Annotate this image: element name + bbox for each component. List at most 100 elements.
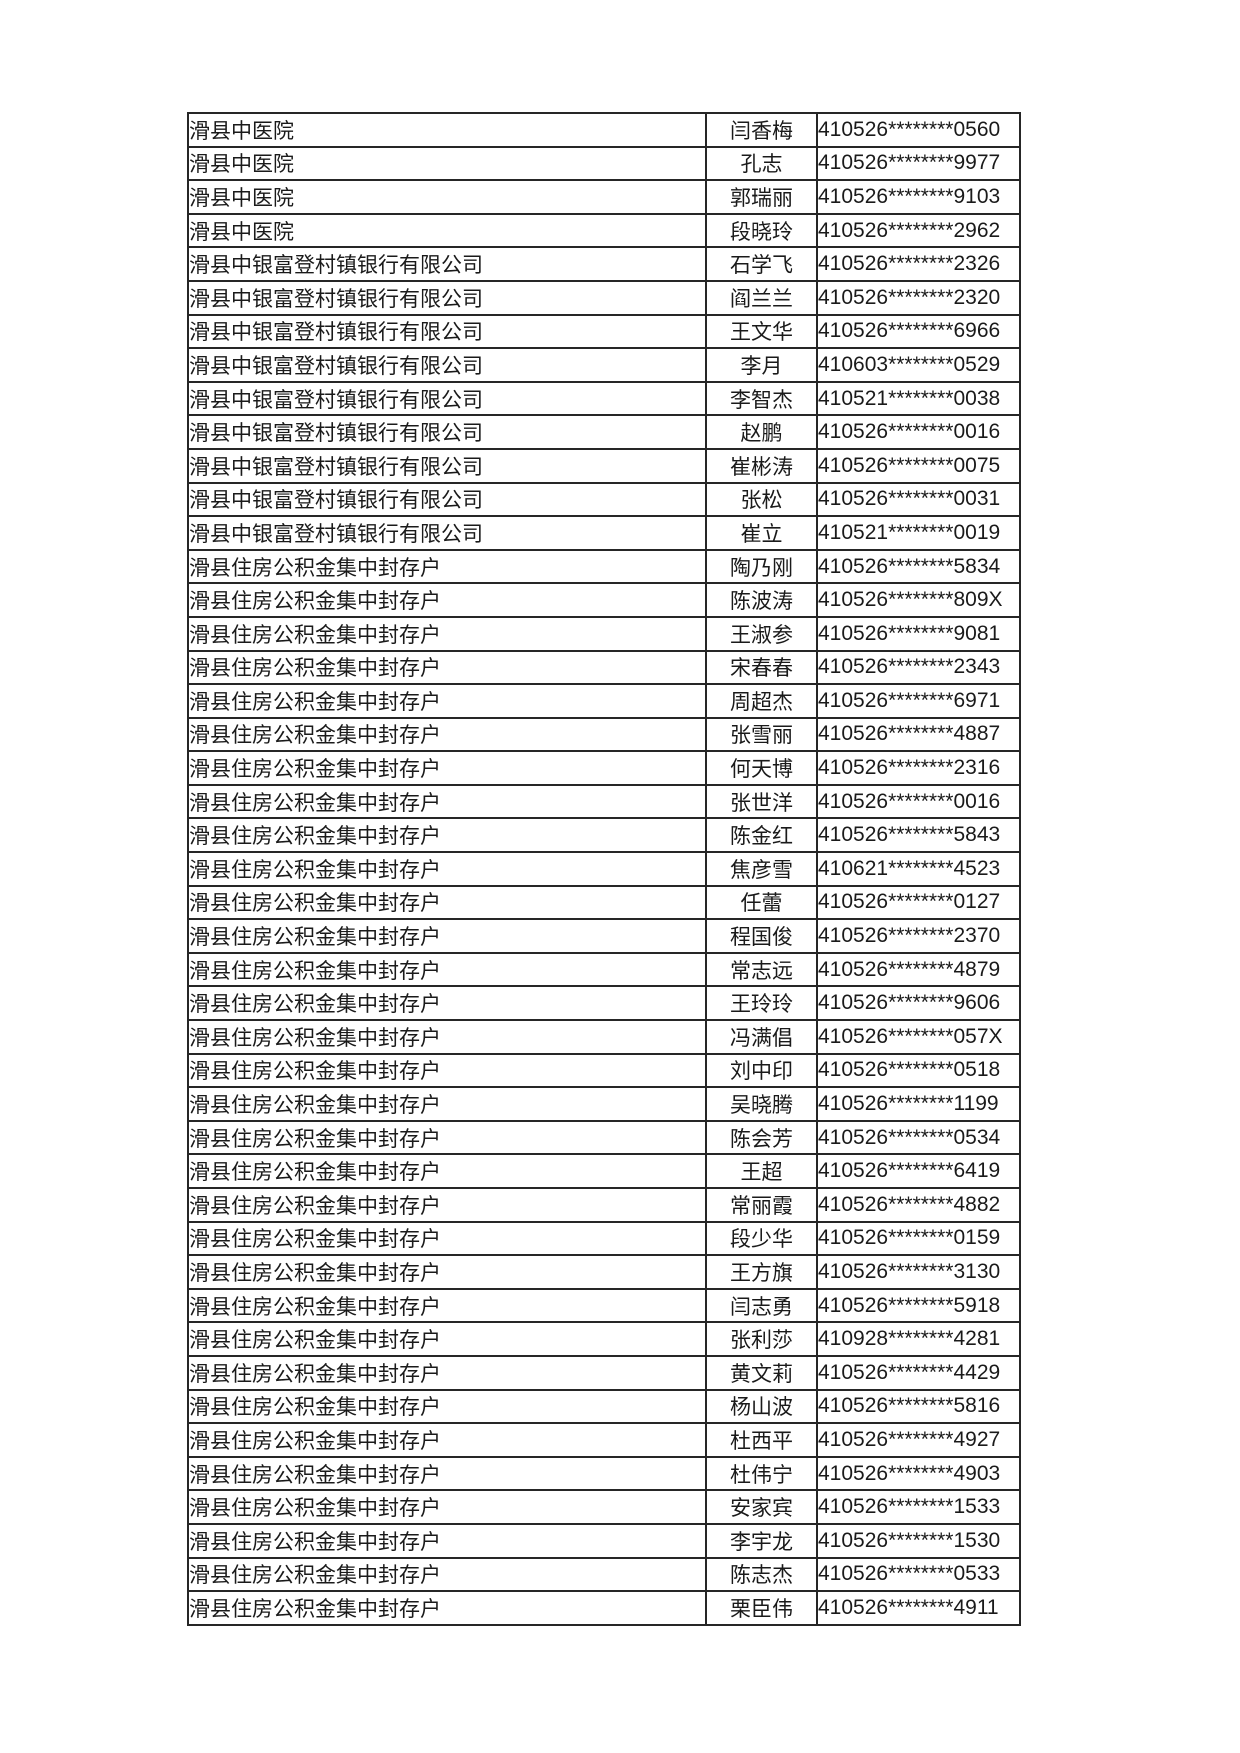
id-number-cell: 410526********6419: [816, 1153, 1021, 1189]
person-name-cell: 陶乃刚: [705, 548, 818, 585]
table-row: 滑县住房公积金集中封存户 常志远 410526********4879: [187, 951, 1021, 988]
table-row: 滑县中银富登村镇银行有限公司 石学飞 410526********2326: [187, 246, 1021, 282]
organization-cell: 滑县住房公积金集中封存户: [187, 1354, 707, 1391]
table-row: 滑县中银富登村镇银行有限公司 李月 410603********0529: [187, 347, 1021, 383]
table-row: 滑县住房公积金集中封存户 宋春春 410526********2343: [187, 649, 1021, 686]
person-name-cell: 张利莎: [705, 1321, 818, 1357]
table-row: 滑县中医院 段晓玲 410526********2962: [187, 212, 1021, 249]
organization-cell: 滑县住房公积金集中封存户: [187, 851, 707, 887]
person-name-cell: 吴晓腾: [705, 1086, 818, 1122]
table-row: 滑县住房公积金集中封存户 王方旗 410526********3130: [187, 1254, 1021, 1290]
id-number-cell: 410526********0016: [816, 783, 1021, 820]
organization-cell: 滑县住房公积金集中封存户: [187, 951, 707, 988]
person-name-cell: 段少华: [705, 1220, 818, 1257]
organization-cell: 滑县住房公积金集中封存户: [187, 1052, 707, 1089]
table-row: 滑县住房公积金集中封存户 王超 410526********6419: [187, 1153, 1021, 1189]
organization-cell: 滑县住房公积金集中封存户: [187, 1119, 707, 1156]
table-row: 滑县住房公积金集中封存户 段少华 410526********0159: [187, 1220, 1021, 1257]
id-number-cell: 410526********5834: [816, 548, 1021, 585]
person-name-cell: 栗臣伟: [705, 1590, 818, 1626]
table-row: 滑县住房公积金集中封存户 冯满倡 410526********057X: [187, 1019, 1021, 1055]
table-row: 滑县中银富登村镇银行有限公司 崔彬涛 410526********0075: [187, 447, 1021, 484]
id-number-cell: 410526********4903: [816, 1455, 1021, 1492]
person-name-cell: 王方旗: [705, 1254, 818, 1290]
person-name-cell: 杨山波: [705, 1388, 818, 1425]
organization-cell: 滑县中银富登村镇银行有限公司: [187, 515, 707, 551]
person-name-cell: 段晓玲: [705, 212, 818, 249]
person-name-cell: 刘中印: [705, 1052, 818, 1089]
table-row: 滑县中银富登村镇银行有限公司 王文华 410526********6966: [187, 313, 1021, 350]
table-row: 滑县中医院 孔志 410526********9977: [187, 145, 1021, 182]
person-name-cell: 李宇龙: [705, 1522, 818, 1559]
organization-cell: 滑县住房公积金集中封存户: [187, 1489, 707, 1525]
organization-cell: 滑县住房公积金集中封存户: [187, 918, 707, 954]
table-row: 滑县中银富登村镇银行有限公司 张松 410526********0031: [187, 481, 1021, 518]
id-number-cell: 410526********5816: [816, 1388, 1021, 1425]
organization-cell: 滑县住房公积金集中封存户: [187, 1522, 707, 1559]
id-number-cell: 410526********0016: [816, 414, 1021, 450]
id-number-cell: 410621********4523: [816, 851, 1021, 887]
id-number-cell: 410526********4882: [816, 1187, 1021, 1223]
person-name-cell: 闫志勇: [705, 1287, 818, 1324]
id-number-cell: 410526********4429: [816, 1354, 1021, 1391]
organization-cell: 滑县住房公积金集中封存户: [187, 1220, 707, 1257]
id-number-cell: 410521********0019: [816, 515, 1021, 551]
table-row: 滑县住房公积金集中封存户 王淑参 410526********9081: [187, 615, 1021, 652]
person-name-cell: 冯满倡: [705, 1019, 818, 1055]
table-row: 滑县住房公积金集中封存户 张世洋 410526********0016: [187, 783, 1021, 820]
table-row: 滑县中医院 郭瑞丽 410526********9103: [187, 179, 1021, 215]
id-number-cell: 410526********0127: [816, 884, 1021, 921]
table-row: 滑县住房公积金集中封存户 陈金红 410526********5843: [187, 817, 1021, 854]
person-name-cell: 赵鹏: [705, 414, 818, 450]
id-number-cell: 410526********0534: [816, 1119, 1021, 1156]
table-row: 滑县住房公积金集中封存户 周超杰 410526********6971: [187, 683, 1021, 719]
id-number-cell: 410526********5918: [816, 1287, 1021, 1324]
table-row: 滑县住房公积金集中封存户 任蕾 410526********0127: [187, 884, 1021, 921]
person-name-cell: 黄文莉: [705, 1354, 818, 1391]
id-number-cell: 410526********2343: [816, 649, 1021, 686]
table-row: 滑县住房公积金集中封存户 焦彦雪 410621********4523: [187, 851, 1021, 887]
person-name-cell: 石学飞: [705, 246, 818, 282]
person-name-cell: 郭瑞丽: [705, 179, 818, 215]
organization-cell: 滑县中银富登村镇银行有限公司: [187, 313, 707, 350]
person-name-cell: 王超: [705, 1153, 818, 1189]
id-number-cell: 410526********057X: [816, 1019, 1021, 1055]
person-name-cell: 孔志: [705, 145, 818, 182]
id-number-cell: 410526********0533: [816, 1556, 1021, 1593]
id-number-cell: 410526********3130: [816, 1254, 1021, 1290]
organization-cell: 滑县中银富登村镇银行有限公司: [187, 347, 707, 383]
person-name-cell: 闫香梅: [705, 112, 818, 148]
organization-cell: 滑县住房公积金集中封存户: [187, 750, 707, 786]
table-row: 滑县中医院 闫香梅 410526********0560: [187, 112, 1021, 148]
id-number-cell: 410526********9606: [816, 985, 1021, 1022]
person-name-cell: 王文华: [705, 313, 818, 350]
id-number-cell: 410526********4887: [816, 716, 1021, 753]
table-row: 滑县住房公积金集中封存户 陈志杰 410526********0533: [187, 1556, 1021, 1593]
table-row: 滑县住房公积金集中封存户 陈波涛 410526********809X: [187, 582, 1021, 618]
organization-cell: 滑县住房公积金集中封存户: [187, 1388, 707, 1425]
person-name-cell: 阎兰兰: [705, 279, 818, 316]
id-number-cell: 410928********4281: [816, 1321, 1021, 1357]
id-number-cell: 410526********9977: [816, 145, 1021, 182]
person-name-cell: 常志远: [705, 951, 818, 988]
table-row: 滑县住房公积金集中封存户 陶乃刚 410526********5834: [187, 548, 1021, 585]
table-row: 滑县住房公积金集中封存户 陈会芳 410526********0534: [187, 1119, 1021, 1156]
person-name-cell: 杜西平: [705, 1422, 818, 1458]
table-row: 滑县住房公积金集中封存户 栗臣伟 410526********4911: [187, 1590, 1021, 1626]
table-row: 滑县中银富登村镇银行有限公司 阎兰兰 410526********2320: [187, 279, 1021, 316]
organization-cell: 滑县住房公积金集中封存户: [187, 1254, 707, 1290]
table-row: 滑县住房公积金集中封存户 何天博 410526********2316: [187, 750, 1021, 786]
organization-cell: 滑县中医院: [187, 145, 707, 182]
id-number-cell: 410526********0159: [816, 1220, 1021, 1257]
organization-cell: 滑县住房公积金集中封存户: [187, 1422, 707, 1458]
organization-cell: 滑县住房公积金集中封存户: [187, 716, 707, 753]
person-name-cell: 王玲玲: [705, 985, 818, 1022]
id-number-cell: 410526********1533: [816, 1489, 1021, 1525]
id-number-cell: 410526********0031: [816, 481, 1021, 518]
table-row: 滑县中银富登村镇银行有限公司 崔立 410521********0019: [187, 515, 1021, 551]
person-name-cell: 张世洋: [705, 783, 818, 820]
roster-table-body: 滑县中医院 闫香梅 410526********0560 滑县中医院 孔志 41…: [187, 112, 1021, 1626]
organization-cell: 滑县中银富登村镇银行有限公司: [187, 246, 707, 282]
id-number-cell: 410526********0560: [816, 112, 1021, 148]
organization-cell: 滑县中银富登村镇银行有限公司: [187, 380, 707, 417]
